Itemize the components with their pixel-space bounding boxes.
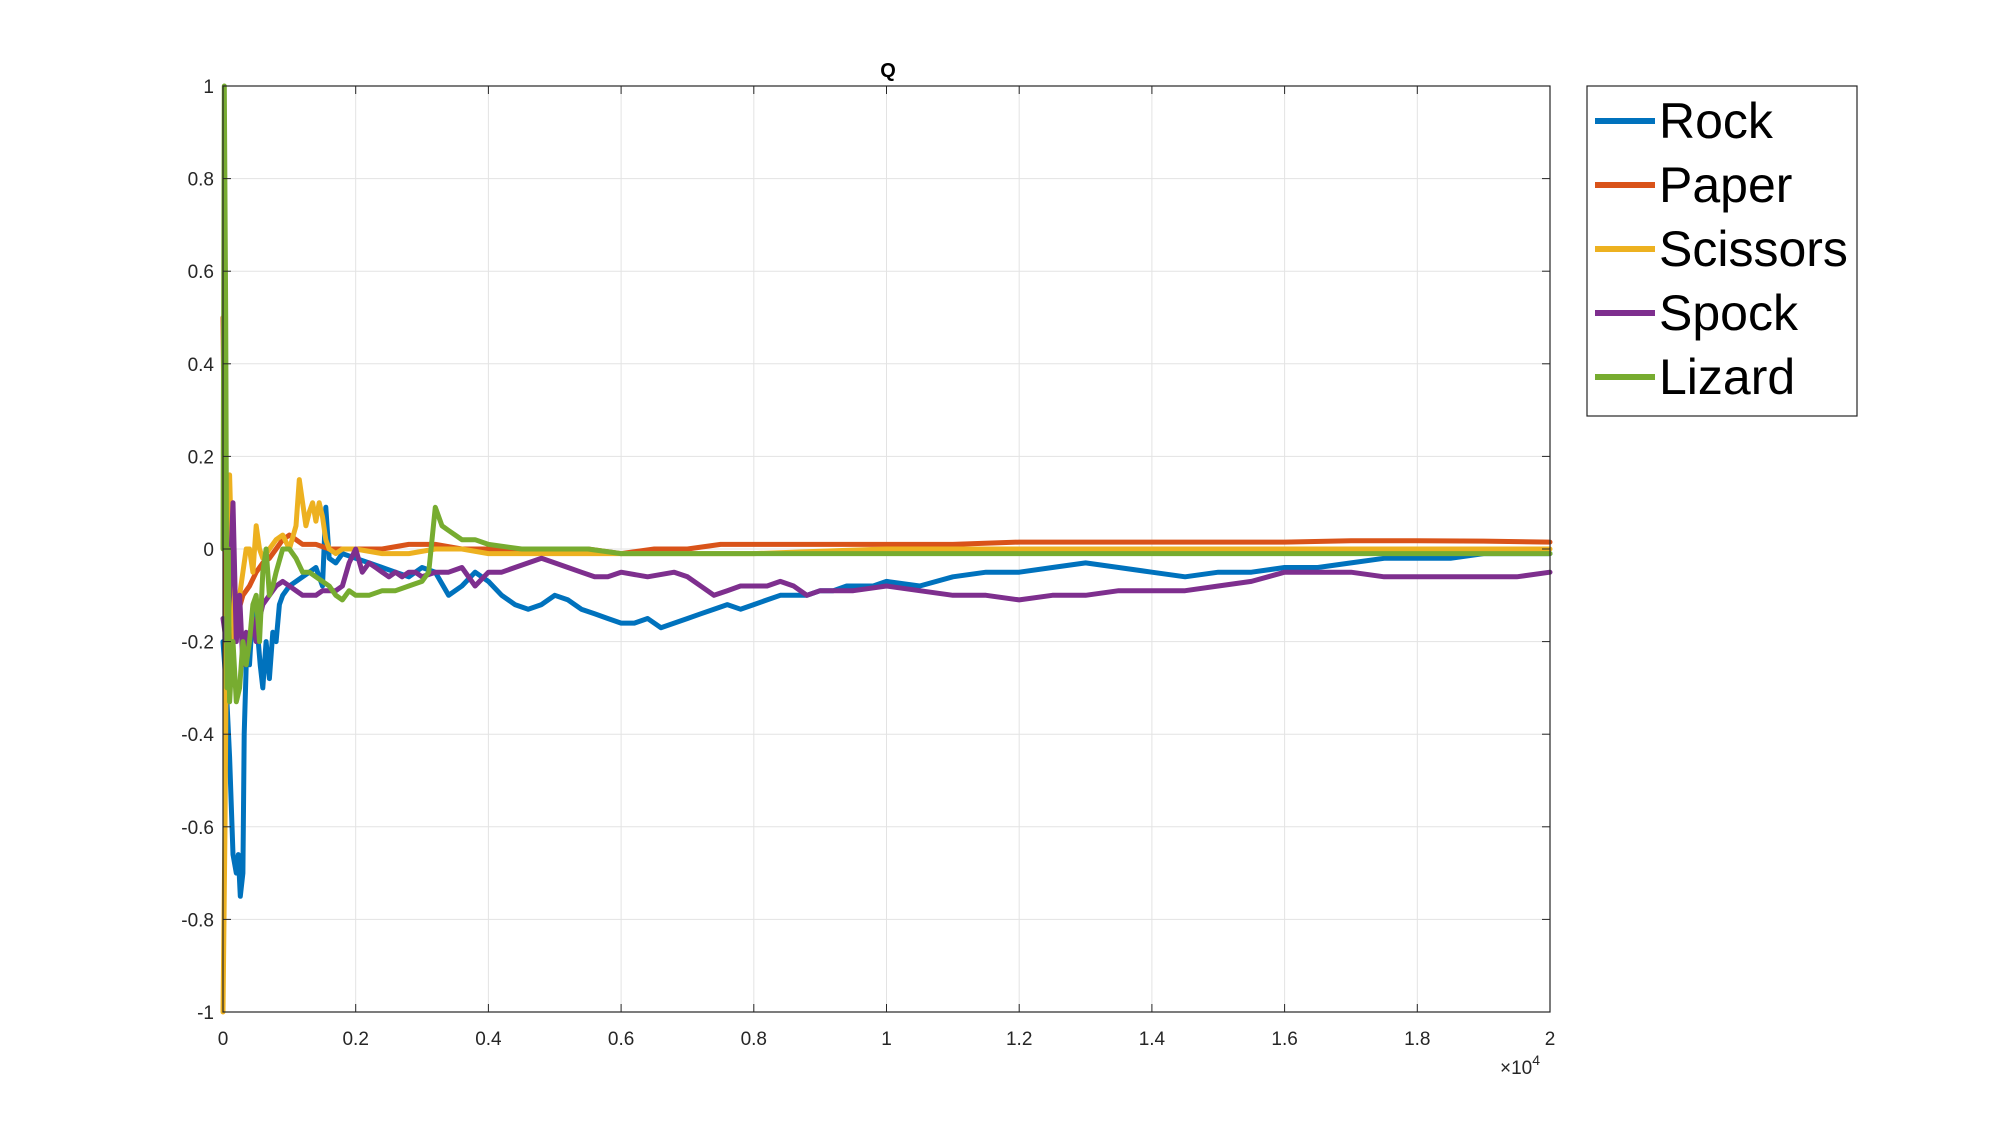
y-tick-label: -0.4 <box>181 725 214 746</box>
y-tick-label: 1 <box>203 77 214 98</box>
y-tick-label: 0 <box>203 540 214 561</box>
y-tick-label: 0.6 <box>188 262 214 283</box>
x-tick-label: 1.6 <box>1271 1029 1297 1050</box>
series-line-lizard <box>220 83 1553 705</box>
legend: Rock Paper Scissors Spock Lizard <box>1586 85 1858 417</box>
x-tick-label: 0.2 <box>342 1029 368 1050</box>
legend-label-spock: Spock <box>1659 285 1799 341</box>
y-tick-label: 0.2 <box>188 447 214 468</box>
legend-label-scissors: Scissors <box>1659 221 1848 277</box>
x-tick-label: 2 <box>1545 1029 1556 1050</box>
x-tick-label: 1.2 <box>1006 1029 1032 1050</box>
y-tick-label: -0.8 <box>181 910 214 931</box>
series-lines <box>220 83 1553 1015</box>
x-tick-label: 1.8 <box>1404 1029 1430 1050</box>
legend-label-lizard: Lizard <box>1659 349 1795 405</box>
x-tick-label: 1.4 <box>1139 1029 1166 1050</box>
y-tick-label: -0.2 <box>181 633 214 654</box>
svg-text:×104: ×104 <box>1500 1052 1540 1079</box>
x-tick-label: 0.4 <box>475 1029 502 1050</box>
series-line-spock <box>220 500 1553 668</box>
legend-label-rock: Rock <box>1659 93 1774 149</box>
x-tick-label: 0.6 <box>608 1029 634 1050</box>
x-exponent-base: ×10 <box>1500 1058 1532 1079</box>
x-tick-label: 1 <box>881 1029 892 1050</box>
x-tick-label: 0 <box>218 1029 229 1050</box>
x-exponent-power: 4 <box>1532 1052 1540 1068</box>
series-line-rock <box>220 504 1553 899</box>
y-tick-label: 0.4 <box>188 355 215 376</box>
y-tick-label: -0.6 <box>181 818 214 839</box>
y-tick-label: 0.8 <box>188 170 214 191</box>
x-tick-label: 0.8 <box>741 1029 767 1050</box>
axes: 0 0.2 0.4 0.6 0.8 1 1.2 1.4 1.6 1.8 2 -1 -0.8 -0.6 -0.… <box>181 77 1555 1050</box>
chart-title: Q <box>880 60 896 82</box>
x-axis-exponent: ×104 <box>1500 1052 1540 1079</box>
legend-label-paper: Paper <box>1659 157 1792 213</box>
y-tick-label: -1 <box>197 1003 214 1024</box>
